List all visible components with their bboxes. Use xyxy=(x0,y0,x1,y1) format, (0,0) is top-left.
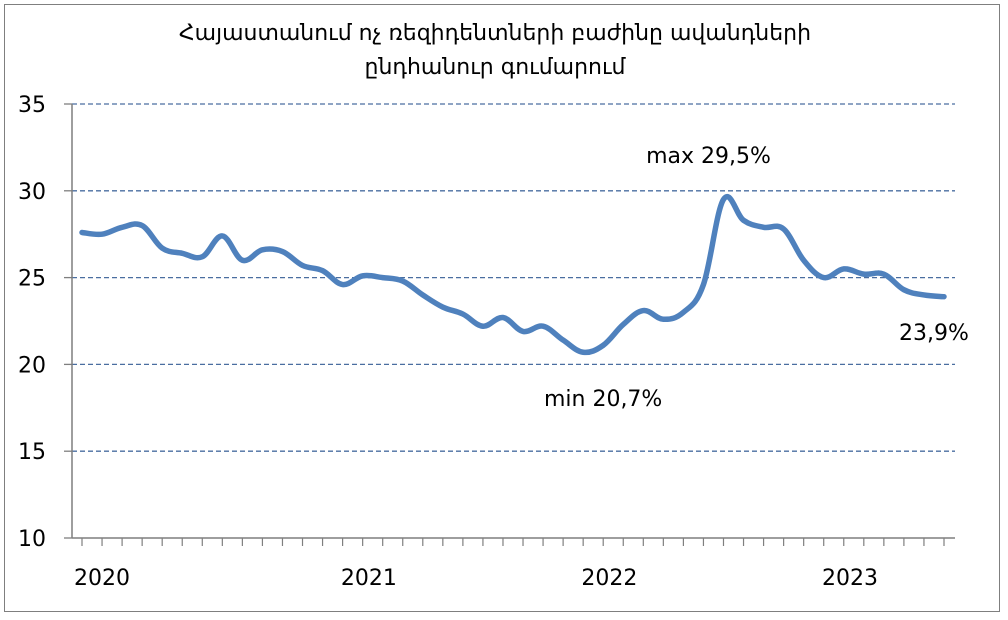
y-tick-label: 10 xyxy=(18,527,46,552)
annotation-label: max 29,5% xyxy=(646,144,771,169)
x-tick-label: 2023 xyxy=(822,566,878,591)
series-line xyxy=(79,194,947,356)
y-tick-label: 25 xyxy=(18,267,46,292)
x-tick-label: 2020 xyxy=(74,566,130,591)
axes xyxy=(64,103,955,546)
annotations: max 29,5% min 20,7% 23,9% xyxy=(544,144,969,412)
chart-title-line-2: ընդհանուր գումարում xyxy=(365,55,627,80)
x-tick-label: 2022 xyxy=(581,566,637,591)
y-tick-labels: 35 30 25 20 15 10 xyxy=(18,93,46,552)
y-tick-label: 15 xyxy=(18,440,46,465)
y-tick-label: 35 xyxy=(18,93,46,118)
y-tick-label: 30 xyxy=(18,180,46,205)
y-tick-label: 20 xyxy=(18,353,46,378)
series xyxy=(79,194,947,356)
chart-title-line-1: Հայաստանում ոչ ռեզիդենտների բաժինը ավանդ… xyxy=(179,21,811,46)
gridlines xyxy=(72,103,955,452)
x-tick-labels: 2020 2021 2022 2023 xyxy=(74,566,878,591)
annotation-label: min 20,7% xyxy=(544,387,662,412)
x-tick-label: 2021 xyxy=(341,566,397,591)
chart-frame xyxy=(4,4,1000,612)
annotation-label: 23,9% xyxy=(899,321,969,346)
